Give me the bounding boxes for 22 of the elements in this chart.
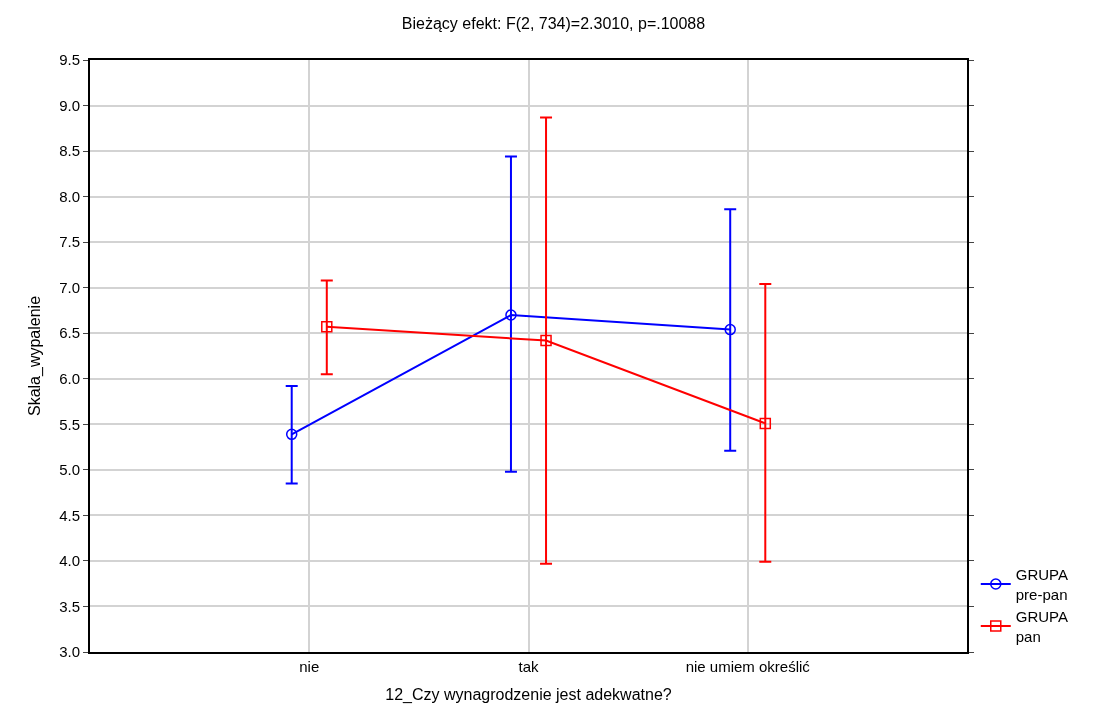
x-tick-label: tak bbox=[518, 658, 539, 675]
y-tick-label: 5.0 bbox=[59, 461, 80, 479]
x-tick-label: nie bbox=[299, 658, 320, 675]
y-tick-label: 6.0 bbox=[59, 370, 80, 388]
y-tick-label: 4.0 bbox=[59, 552, 80, 570]
y-tick-label: 4.5 bbox=[59, 506, 80, 524]
x-tick-label: nie umiem określić bbox=[685, 658, 811, 675]
y-tick-label: 7.0 bbox=[59, 278, 80, 296]
y-tick-label: 6.5 bbox=[59, 324, 80, 342]
legend-label: GRUPA pre-pan bbox=[1015, 566, 1068, 603]
y-tick-label: 3.5 bbox=[59, 597, 80, 615]
y-tick-label: 8.5 bbox=[59, 142, 80, 160]
y-tick-label: 5.5 bbox=[59, 415, 80, 433]
y-tick-label: 7.5 bbox=[59, 233, 80, 251]
y-tick-label: 8.0 bbox=[59, 187, 80, 205]
y-tick-label: 3.0 bbox=[59, 643, 80, 661]
y-tick-label: 9.0 bbox=[59, 96, 80, 114]
y-axis-title: Skala_wypalenie bbox=[25, 295, 44, 417]
legend-label: GRUPA pan bbox=[1015, 608, 1068, 645]
y-tick-label: 9.5 bbox=[59, 51, 80, 69]
x-axis-title: 12_Czy wynagrodzenie jest adekwatne? bbox=[385, 686, 672, 705]
chart-title: Bieżący efekt: F(2, 734)=2.3010, p=.10088 bbox=[401, 15, 706, 33]
